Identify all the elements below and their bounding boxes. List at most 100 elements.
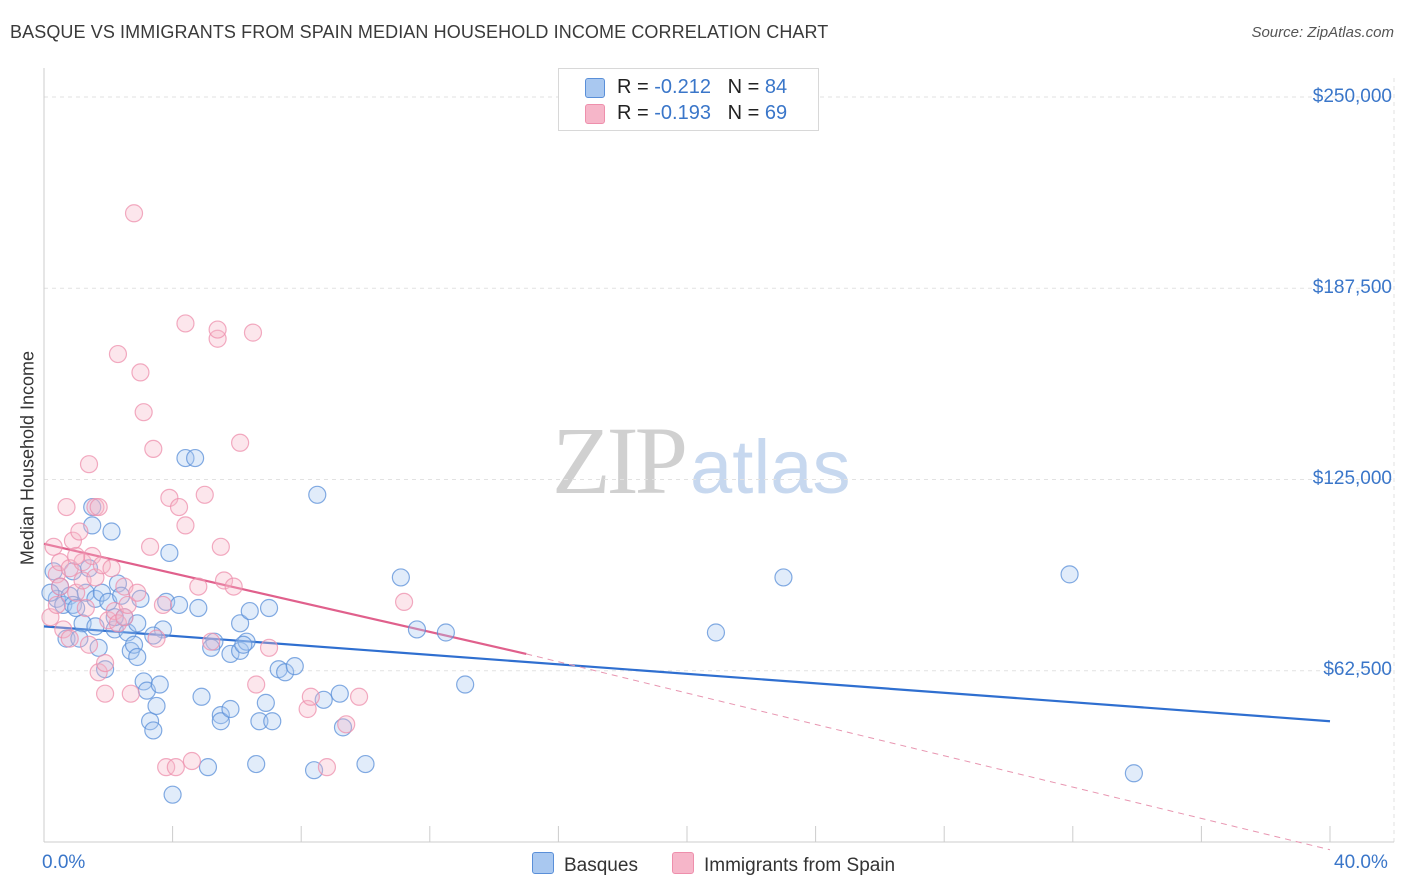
point-spain (182, 751, 201, 771)
point-spain (83, 546, 102, 566)
point-spain (394, 592, 414, 612)
point-basques (67, 598, 86, 618)
point-basques (186, 448, 205, 468)
point-basques (256, 693, 275, 712)
point-spain (214, 571, 234, 590)
point-basques (356, 754, 375, 774)
point-basques (436, 623, 455, 642)
point-spain (231, 433, 250, 452)
point-basques (391, 568, 410, 587)
point-spain (202, 632, 221, 651)
point-spain (50, 577, 70, 596)
point-basques (176, 448, 195, 468)
point-spain (317, 758, 337, 777)
trend-line-basques (43, 625, 1331, 723)
point-spain (176, 516, 195, 535)
point-spain (54, 620, 73, 639)
point-spain (95, 653, 115, 673)
point-basques (247, 754, 266, 774)
point-basques (1060, 565, 1079, 584)
point-spain (166, 758, 185, 777)
point-spain (124, 204, 144, 223)
point-basques (211, 706, 230, 725)
point-basques (237, 632, 256, 651)
stats-legend: R = -0.212 N = 84 R = -0.193 N = 69 (558, 68, 819, 131)
point-basques (276, 663, 295, 682)
y-tick-label: $250,000 (1312, 86, 1392, 107)
grid-lines (44, 78, 1395, 842)
point-basques (153, 620, 173, 639)
legend-swatch-spain (672, 852, 694, 874)
y-tick-label: $187,500 (1312, 277, 1392, 298)
point-spain (79, 455, 99, 474)
point-basques (128, 647, 147, 667)
point-basques (92, 583, 111, 602)
trend-lines (43, 542, 1331, 851)
watermark-zip: ZIP (552, 407, 688, 514)
point-basques (308, 485, 327, 504)
x-tick-label-min: 0.0% (42, 852, 86, 873)
r-value: -0.212 (654, 76, 711, 98)
y-tick-label: $125,000 (1312, 468, 1392, 489)
point-spain (118, 595, 137, 615)
point-basques (407, 620, 427, 639)
legend-swatch-basques (585, 78, 605, 98)
point-spain (108, 344, 128, 364)
point-basques (333, 718, 353, 737)
point-basques (240, 601, 259, 621)
point-spain (224, 577, 243, 596)
point-spain (95, 684, 115, 703)
point-spain (60, 629, 79, 648)
point-basques (330, 684, 349, 703)
point-spain (76, 598, 95, 618)
point-spain (301, 687, 320, 706)
trend-line-spain (43, 542, 527, 655)
point-spain (169, 497, 189, 517)
point-spain (147, 629, 166, 648)
point-basques (234, 635, 253, 654)
point-basques (189, 598, 208, 618)
n-value: 84 (764, 76, 788, 98)
point-basques (774, 568, 793, 587)
chart-source: Source: ZipAtlas.com (1251, 24, 1394, 41)
point-spain (47, 595, 66, 615)
point-spain (247, 675, 266, 694)
point-basques (160, 543, 179, 563)
point-basques (706, 623, 726, 642)
point-basques (231, 614, 250, 633)
point-spain (89, 497, 108, 517)
point-spain (131, 363, 150, 382)
legend-swatch-spain (585, 104, 605, 124)
point-spain (89, 663, 108, 682)
stats-text: R = -0.193 N = 69 (617, 102, 788, 124)
point-spain (63, 531, 83, 550)
stats-text: R = -0.212 N = 84 (617, 76, 788, 98)
point-spain (211, 537, 230, 556)
n-value: 69 (764, 102, 788, 124)
point-basques (263, 712, 282, 731)
x-tick-label-max: 40.0% (1334, 852, 1388, 873)
point-basques (102, 522, 121, 541)
point-spain (349, 687, 369, 706)
point-spain (144, 439, 163, 458)
legend-item-spain: Immigrants from Spain (672, 852, 895, 877)
point-spain (153, 595, 173, 615)
point-spain (189, 577, 208, 596)
point-spain (50, 553, 70, 572)
point-spain (208, 329, 227, 348)
point-basques (70, 629, 89, 648)
legend-label: Immigrants from Spain (704, 855, 896, 876)
point-basques (456, 675, 475, 694)
point-basques (144, 626, 163, 645)
watermark: ZIPatlas (552, 405, 851, 516)
point-spain (128, 583, 147, 602)
y-tick-label: $62,500 (1323, 659, 1392, 680)
point-spain (57, 497, 76, 517)
point-spain (121, 684, 140, 703)
point-basques (259, 598, 279, 618)
point-spain (208, 320, 227, 339)
legend-item-basques: Basques (532, 852, 638, 877)
point-spain (70, 522, 89, 541)
point-spain (79, 635, 99, 654)
point-basques (211, 712, 230, 731)
